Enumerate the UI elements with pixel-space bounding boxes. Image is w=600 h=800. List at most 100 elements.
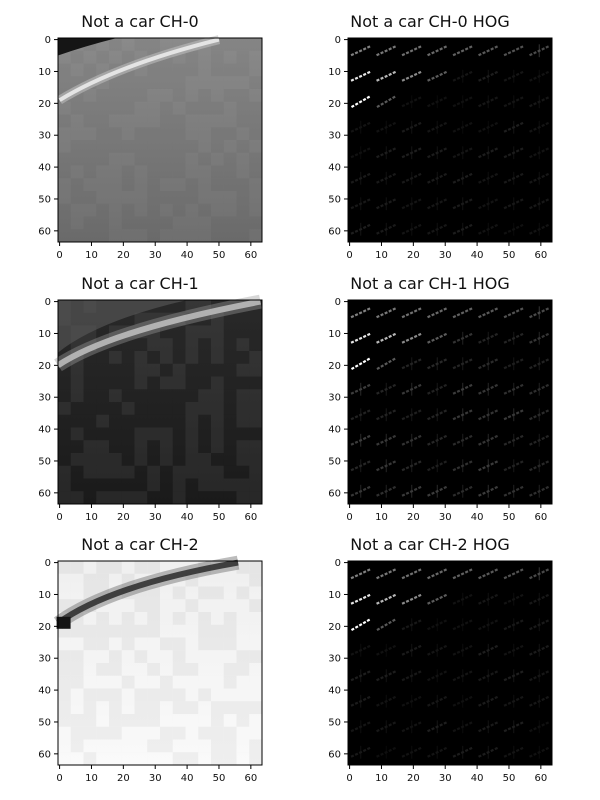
panel-ch0: Not a car CH-0 0 10 20 30 40 50 60 0 10 20 30 40 50 6…	[0, 12, 280, 272]
x-tick-label: 0	[56, 512, 62, 523]
x-tick-label: 50	[503, 773, 516, 784]
x-tick-label: 60	[534, 512, 547, 523]
y-tick-label: 50	[38, 456, 51, 467]
y-tick-label: 0	[335, 297, 341, 308]
hog-background	[348, 561, 552, 765]
axes-frame	[347, 299, 553, 505]
axes: 0 10 20 30 40 50 60 0 10 20 30 40 50 60	[328, 558, 553, 784]
x-tick-label: 40	[181, 773, 194, 784]
axes-frame	[57, 37, 263, 243]
y-tick-label: 0	[45, 297, 51, 308]
x-tick-label: 50	[213, 250, 226, 261]
y-tick-label: 10	[38, 67, 51, 78]
hog-background	[348, 38, 552, 242]
x-tick-label: 40	[181, 512, 194, 523]
x-tick-label: 20	[407, 512, 420, 523]
x-tick-label: 0	[346, 250, 352, 261]
x-tick-label: 30	[439, 250, 452, 261]
image-plot: 0 10 20 30 40 50 60 0 10 20 30 40 50 60	[38, 555, 263, 784]
x-tick-label: 40	[181, 250, 194, 261]
panel-title: Not a car CH-1 HOG	[350, 274, 510, 293]
image-content	[54, 294, 262, 504]
x-tick-label: 20	[117, 512, 130, 523]
y-tick-label: 50	[328, 456, 341, 467]
x-tick-label: 50	[213, 773, 226, 784]
y-tick-label: 0	[45, 558, 51, 569]
y-tick-label: 40	[38, 425, 51, 436]
y-tick-label: 30	[328, 393, 341, 404]
hog-content	[348, 38, 552, 242]
x-tick-label: 60	[534, 250, 547, 261]
y-tick-label: 10	[328, 590, 341, 601]
image-plot: 0 10 20 30 40 50 60 0 10 20 30 40 50 60	[38, 294, 263, 523]
y-tick-label: 50	[38, 717, 51, 728]
y-tick-label: 40	[328, 163, 341, 174]
x-tick-label: 10	[85, 773, 98, 784]
y-tick-label: 20	[328, 622, 341, 633]
y-tick-label: 0	[335, 558, 341, 569]
y-tick-label: 60	[38, 226, 51, 237]
axes-frame	[347, 560, 553, 766]
y-tick-label: 60	[38, 488, 51, 499]
x-tick-label: 40	[471, 250, 484, 261]
y-tick-label: 0	[335, 35, 341, 46]
y-tick-label: 50	[328, 194, 341, 205]
panel-ch1-hog: Not a car CH-1 HOG 0 10 20 30 40 50 60 0 10 20 30 4…	[290, 274, 570, 534]
y-tick-label: 30	[38, 393, 51, 404]
x-tick-label: 0	[56, 773, 62, 784]
x-tick-label: 30	[439, 773, 452, 784]
y-tick-label: 20	[328, 99, 341, 110]
panel-title: Not a car CH-0	[81, 12, 199, 31]
panel-title: Not a car CH-2 HOG	[350, 535, 510, 554]
x-tick-label: 30	[149, 512, 162, 523]
y-tick-label: 50	[328, 717, 341, 728]
y-tick-label: 20	[328, 361, 341, 372]
hog-background	[348, 300, 552, 504]
y-tick-label: 60	[328, 488, 341, 499]
panel-title: Not a car CH-2	[81, 535, 199, 554]
axes: 0 10 20 30 40 50 60 0 10 20 30 40 50 60	[328, 35, 553, 261]
y-tick-label: 10	[328, 329, 341, 340]
y-tick-label: 10	[38, 590, 51, 601]
y-tick-label: 40	[328, 425, 341, 436]
x-tick-label: 60	[244, 773, 257, 784]
x-tick-label: 40	[471, 512, 484, 523]
x-tick-label: 40	[471, 773, 484, 784]
axes: 0 10 20 30 40 50 60 0 10 20 30 40 50 60	[38, 558, 263, 784]
panel-ch2: Not a car CH-2 0 10 20 30 40 50 60 0 10 20 30 40 50 6…	[0, 535, 280, 795]
x-tick-label: 10	[85, 250, 98, 261]
x-tick-label: 20	[407, 773, 420, 784]
axes-frame	[57, 560, 263, 766]
axes: 0 10 20 30 40 50 60 0 10 20 30 40 50 60	[38, 35, 263, 261]
x-tick-label: 30	[149, 773, 162, 784]
y-tick-label: 30	[328, 131, 341, 142]
y-tick-label: 60	[328, 749, 341, 760]
hog-plot: 0 10 20 30 40 50 60 0 10 20 30 40 50 60	[328, 558, 553, 784]
y-tick-label: 10	[38, 329, 51, 340]
panel-ch2-hog: Not a car CH-2 HOG 0 10 20 30 40 50 60 0 10 20 30 4…	[290, 535, 570, 795]
y-tick-label: 0	[45, 35, 51, 46]
axes: 0 10 20 30 40 50 60 0 10 20 30 40 50 60	[328, 297, 553, 523]
y-tick-label: 60	[38, 749, 51, 760]
y-tick-label: 60	[328, 226, 341, 237]
x-tick-label: 0	[346, 773, 352, 784]
hog-content	[348, 300, 552, 504]
y-tick-label: 10	[328, 67, 341, 78]
panel-title: Not a car CH-0 HOG	[350, 12, 510, 31]
x-tick-label: 0	[346, 512, 352, 523]
y-tick-label: 20	[38, 99, 51, 110]
x-tick-label: 10	[85, 512, 98, 523]
x-tick-label: 60	[534, 773, 547, 784]
x-tick-label: 50	[503, 512, 516, 523]
y-tick-label: 50	[38, 194, 51, 205]
x-tick-label: 50	[503, 250, 516, 261]
x-tick-label: 60	[244, 512, 257, 523]
axes-frame	[57, 299, 263, 505]
axes-frame	[347, 37, 553, 243]
x-tick-label: 20	[117, 773, 130, 784]
y-tick-label: 30	[38, 131, 51, 142]
x-tick-label: 20	[117, 250, 130, 261]
hog-content	[348, 561, 552, 765]
image-content	[53, 555, 262, 765]
x-tick-label: 60	[244, 250, 257, 261]
